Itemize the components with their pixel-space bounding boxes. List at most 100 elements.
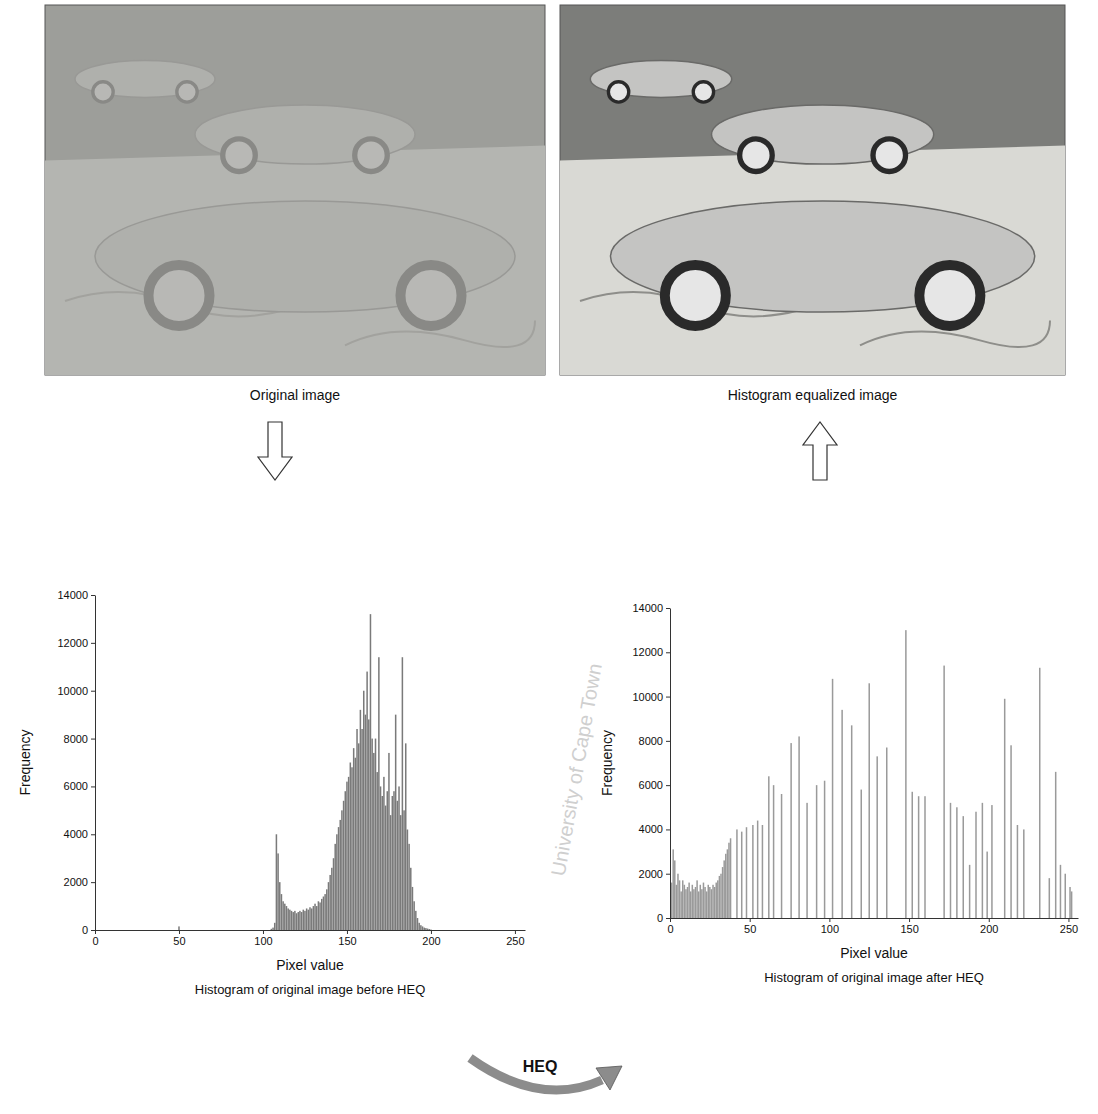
histogram-bar (289, 910, 291, 930)
process-label: HEQ (523, 1058, 558, 1075)
histogram-bar (336, 834, 338, 930)
histogram-bar (687, 887, 689, 918)
x-tick: 100 (254, 930, 272, 947)
histogram-bar (309, 907, 311, 930)
histogram-bar (841, 710, 843, 918)
histogram-bar (284, 904, 286, 930)
histogram-bar (696, 880, 698, 918)
y-tick-mark (666, 785, 670, 786)
image-caption: Histogram equalized image (728, 387, 898, 403)
y-tick: 12000 (57, 637, 95, 649)
x-tick-mark (515, 930, 516, 934)
histogram-bar (708, 885, 710, 918)
histogram-bar (311, 908, 313, 930)
y-tick-mark (666, 741, 670, 742)
histogram-bar (422, 926, 424, 930)
histogram-bar (282, 901, 284, 930)
x-tick-label: 250 (1060, 923, 1078, 935)
histogram-bar (427, 929, 429, 930)
histogram-bar (415, 911, 417, 930)
y-tick: 10000 (57, 685, 95, 697)
histogram-bar (703, 883, 705, 918)
y-tick-label: 4000 (639, 823, 663, 835)
histogram-bar (331, 868, 333, 930)
histogram-bar (392, 796, 394, 930)
histogram-bar (690, 891, 692, 918)
histogram-bar (1010, 745, 1012, 918)
histogram-bar (730, 838, 732, 918)
x-tick-mark (263, 930, 264, 934)
histogram-bar (408, 844, 410, 930)
histogram-bar (720, 874, 722, 918)
histogram-bar (306, 908, 308, 930)
x-tick-mark (670, 918, 671, 922)
histogram-bar (723, 860, 725, 918)
car-wheel (355, 139, 388, 172)
histogram-bar (768, 776, 770, 918)
histogram-bar (943, 666, 945, 918)
photo (560, 5, 1065, 375)
histogram-bar (318, 901, 320, 930)
histogram-bar (924, 796, 926, 918)
car-wheel (873, 139, 906, 172)
y-tick: 14000 (632, 602, 670, 614)
histogram-bar (279, 882, 281, 930)
y-tick-label: 6000 (639, 779, 663, 791)
histogram-bar (365, 715, 367, 930)
histogram-bar (292, 912, 294, 930)
histogram-bar (355, 758, 357, 930)
histogram-bar (366, 672, 368, 930)
histogram-bar (1069, 887, 1071, 918)
x-tick-label: 250 (506, 935, 524, 947)
x-tick-label: 200 (422, 935, 440, 947)
x-tick-mark (989, 918, 990, 922)
y-axis: 02000400060008000100001200014000 (57, 589, 95, 936)
x-axis-title: Pixel value (840, 945, 908, 961)
watermark: University of Cape Town (547, 662, 606, 878)
y-tick-label: 10000 (632, 691, 663, 703)
histogram-bar (329, 875, 331, 930)
histogram-bar (741, 832, 743, 918)
car-wheel (148, 265, 209, 326)
histogram-bar (991, 805, 993, 918)
y-tick-mark (91, 691, 95, 692)
x-tick-label: 200 (980, 923, 998, 935)
histogram-bar (395, 715, 397, 930)
bars (670, 630, 1072, 918)
histogram-bar (385, 806, 387, 930)
histogram-bar (308, 910, 310, 930)
y-tick-label: 2000 (639, 868, 663, 880)
histogram-bar (1060, 865, 1062, 918)
x-tick: 150 (338, 930, 356, 947)
histogram-bar (1065, 874, 1067, 918)
y-tick: 12000 (632, 646, 670, 658)
histogram-bar (1049, 878, 1051, 918)
histogram-bar (296, 913, 298, 930)
histogram-bar (356, 729, 358, 930)
histogram-bar (350, 763, 352, 931)
photo-frame (560, 5, 1065, 375)
histogram-bar (313, 906, 315, 930)
histogram-bar (319, 902, 321, 930)
x-tick-label: 50 (744, 923, 756, 935)
histogram-bar (672, 849, 674, 918)
y-tick: 0 (657, 912, 670, 924)
y-tick-label: 2000 (64, 876, 88, 888)
histogram-bar (353, 748, 355, 930)
y-tick-label: 12000 (632, 646, 663, 658)
y-tick-label: 8000 (639, 735, 663, 747)
y-tick-label: 14000 (632, 602, 663, 614)
histogram-bar (1017, 825, 1019, 918)
histogram-bar (886, 748, 888, 919)
histogram-bar (725, 854, 727, 918)
histogram-bar (380, 786, 382, 930)
histogram-bar (746, 827, 748, 918)
x-tick: 50 (173, 930, 185, 947)
x-tick-mark (179, 930, 180, 934)
chart: 0501001502002500200040006000800010000120… (599, 602, 1079, 985)
histogram-bar (277, 853, 279, 930)
histogram-bar (383, 777, 385, 930)
histogram-bar (358, 743, 360, 930)
y-axis-line (95, 596, 96, 931)
histogram-bar (714, 887, 716, 918)
